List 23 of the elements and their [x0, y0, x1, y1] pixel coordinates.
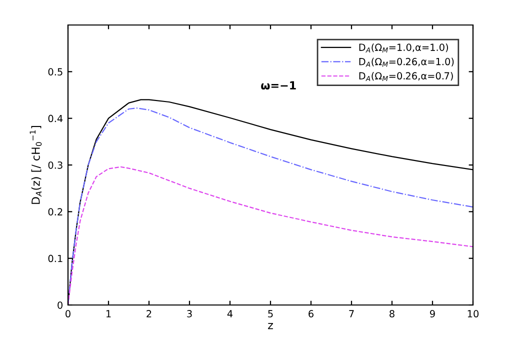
y-axis-title: D$_{A}$(z) [/ cH$_{0}$$^{−1}$]: [30, 126, 42, 204]
x-tick-label: 4: [227, 310, 233, 318]
y-tick-label: 0: [58, 301, 62, 309]
x-tick-label: 8: [390, 310, 394, 318]
x-tick-label: 0: [66, 310, 70, 318]
y-tick-label: 0.2: [48, 208, 62, 216]
y-tick-label: 0.1: [48, 254, 62, 262]
x-tick-label: 9: [430, 310, 435, 318]
x-tick-label: 7: [349, 310, 354, 318]
x-tick-label: 1: [106, 310, 111, 318]
legend-label: D$_{A}$(Ω$_{M}$=1.0,α=1.0): [359, 43, 448, 52]
y-tick-label: 0.4: [48, 114, 63, 122]
x-tick-label: 6: [308, 310, 314, 318]
x-tick-label: 3: [187, 310, 192, 318]
legend-label: D$_{A}$(Ω$_{M}$=0.26,α=1.0): [359, 58, 454, 67]
x-tick-label: 2: [146, 310, 152, 318]
y-tick-label: 0.5: [48, 68, 62, 76]
x-tick-label: 10: [468, 310, 479, 318]
x-tick-label: 5: [268, 310, 273, 318]
x-axis-title: z: [268, 323, 273, 330]
legend-label: D$_{A}$(Ω$_{M}$=0.26,α=0.7): [359, 72, 453, 81]
y-tick-label: 0.3: [48, 161, 62, 169]
annotation: ω=−1: [261, 81, 296, 90]
